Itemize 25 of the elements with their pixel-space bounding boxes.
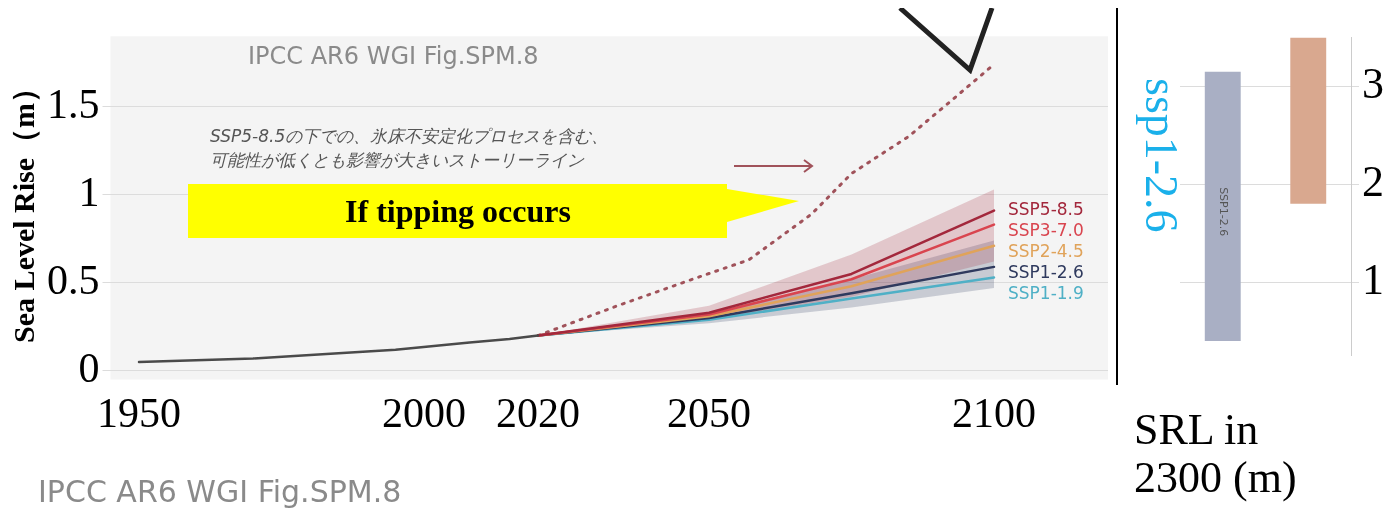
- x-tick-label: 1950: [97, 389, 181, 436]
- y-tick-label: 1: [1362, 254, 1384, 304]
- y-tick-label: 0: [78, 344, 100, 391]
- text: IPCC AR6 WGI Fig.SPM.8: [38, 474, 402, 509]
- y-tick-label: 2: [1362, 156, 1384, 206]
- series-label: SSP2-4.5: [1008, 240, 1084, 261]
- y-tick-label: 1: [78, 168, 100, 215]
- callout-box: If tipping occurs: [188, 184, 799, 238]
- y-tick-label: 3: [1362, 58, 1384, 108]
- y-tick-label: 1.5: [47, 80, 100, 127]
- x-tick-label: 2050: [667, 389, 751, 436]
- annotation: SSP5-8.5の下での、氷床不安定化プロセスを含む、可能性が低くとも影響が大きいストーリーライン: [210, 125, 610, 172]
- annotation: IPCC AR6 WGI Fig.SPM.8: [248, 42, 539, 70]
- series-label: SSP3-7.0: [1008, 219, 1084, 240]
- series-label: SSP1-1.9: [1008, 282, 1084, 303]
- series-label: SSP5-8.5: [1008, 198, 1084, 219]
- series-label: SSP1-2.6: [1008, 261, 1084, 282]
- x-tick-label: 2000: [382, 389, 466, 436]
- annotation: If tipping occurs: [344, 191, 572, 231]
- x-tick-label: 2020: [496, 389, 580, 436]
- x-axis-title: SRL in 2300 (m): [1134, 405, 1298, 503]
- y-axis-title: Sea Level Rise（m）: [6, 72, 40, 343]
- y-tick-label: 0.5: [47, 256, 100, 303]
- annotation: ssp1-2.6: [1136, 78, 1187, 233]
- x-tick-label: 2100: [952, 389, 1036, 436]
